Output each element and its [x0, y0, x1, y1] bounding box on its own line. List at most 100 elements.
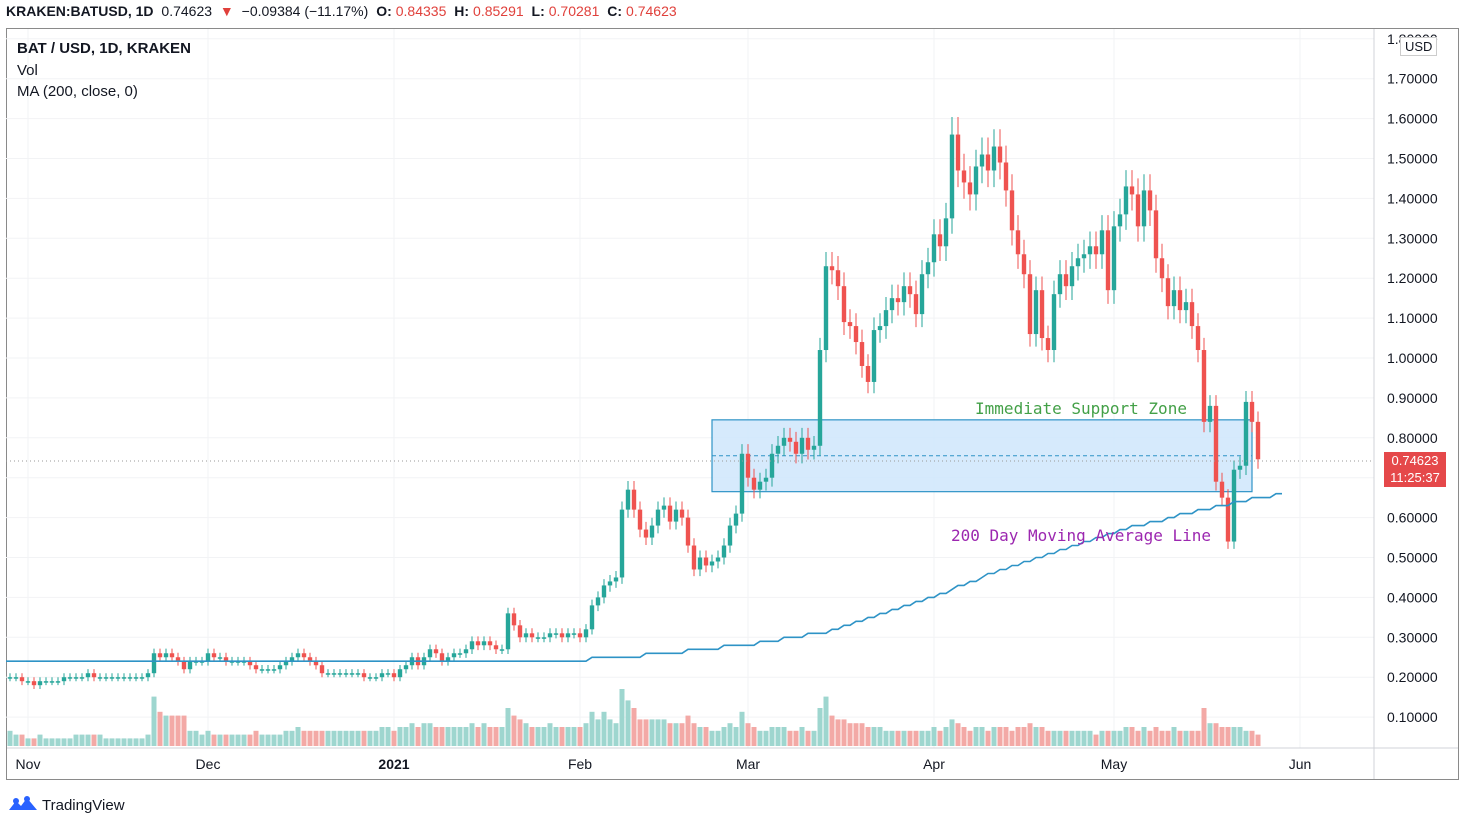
volume-bar: [1021, 727, 1027, 746]
candle-body: [1099, 230, 1105, 255]
volume-bar: [787, 730, 793, 746]
price-tick-label: 1.70000: [1387, 71, 1438, 87]
volume-bar: [415, 727, 421, 746]
volume-legend[interactable]: Vol: [17, 62, 38, 79]
candle-body: [913, 294, 919, 315]
volume-bar: [829, 715, 835, 746]
volume-bar: [187, 730, 193, 746]
volume-bar: [337, 730, 343, 746]
candle-body: [1075, 258, 1081, 267]
candle-body: [307, 657, 313, 662]
candle-body: [517, 625, 523, 638]
candle-body: [643, 529, 649, 538]
volume-bar: [265, 734, 271, 746]
candle-body: [1069, 266, 1075, 287]
volume-bar: [487, 727, 493, 746]
candle-body: [967, 182, 973, 195]
candle-body: [529, 633, 535, 638]
volume-bar: [595, 719, 601, 746]
candle-body: [463, 649, 469, 654]
volume-bar: [37, 734, 43, 746]
volume-bar: [283, 730, 289, 746]
candle-body: [571, 633, 577, 635]
volume-bar: [235, 734, 241, 746]
volume-bar: [1135, 730, 1141, 746]
time-tick-label: Mar: [736, 756, 760, 772]
volume-bar: [1171, 727, 1177, 746]
volume-bar: [1099, 730, 1105, 746]
volume-bar: [61, 738, 67, 746]
candle-body: [943, 218, 949, 247]
volume-bar: [985, 730, 991, 746]
candle-body: [397, 669, 403, 678]
candle-body: [337, 673, 343, 675]
volume-bar: [703, 727, 709, 746]
candle-body: [505, 613, 511, 650]
candle-body: [1255, 421, 1261, 460]
candle-body: [703, 557, 709, 566]
volume-bar: [1141, 727, 1147, 746]
volume-bar: [949, 719, 955, 746]
candle-body: [37, 681, 43, 686]
candle-body: [619, 509, 625, 578]
volume-bar: [1093, 734, 1099, 746]
volume-bar: [1063, 730, 1069, 746]
candle-body: [1219, 481, 1225, 498]
volume-bar: [73, 734, 79, 746]
volume-bar: [883, 730, 889, 746]
volume-bar: [919, 730, 925, 746]
volume-bar: [1111, 730, 1117, 746]
volume-bar: [901, 730, 907, 746]
volume-bar: [1183, 730, 1189, 746]
candle-body: [793, 441, 799, 454]
price-tick-label: 0.50000: [1387, 550, 1438, 566]
candle-body: [7, 677, 13, 679]
candle-body: [1153, 210, 1159, 259]
candle-body: [25, 681, 31, 683]
volume-bar: [433, 727, 439, 746]
volume-bar: [637, 719, 643, 746]
candle-body: [157, 653, 163, 658]
volume-bar: [913, 730, 919, 746]
volume-bar: [13, 734, 19, 746]
time-tick-label: 2021: [378, 756, 409, 772]
candle-body: [187, 661, 193, 670]
candle-body: [997, 146, 1003, 163]
candle-body: [523, 633, 529, 638]
candle-body: [91, 673, 97, 678]
ma-legend[interactable]: MA (200, close, 0): [17, 83, 138, 100]
volume-bar: [889, 730, 895, 746]
volume-bar: [361, 730, 367, 746]
brand-label: TradingView: [42, 796, 125, 814]
volume-bar: [847, 723, 853, 746]
tradingview-logo[interactable]: TradingView: [8, 794, 125, 816]
candle-body: [871, 330, 877, 382]
volume-bar: [355, 730, 361, 746]
price-axis: 1.800001.700001.600001.500001.400001.300…: [1373, 29, 1438, 779]
currency-badge[interactable]: USD: [1400, 37, 1438, 56]
candle-body: [589, 605, 595, 630]
price-tick-label: 1.50000: [1387, 151, 1438, 167]
volume-bar: [157, 711, 163, 746]
candle-body: [739, 453, 745, 514]
candle-body: [1135, 194, 1141, 227]
volume-bar: [1225, 727, 1231, 746]
volume-bar: [241, 734, 247, 746]
volume-bar: [667, 723, 673, 746]
volume-bar: [955, 723, 961, 746]
volume-bar: [871, 727, 877, 746]
volume-bar: [1069, 730, 1075, 746]
high-value: 0.85291: [473, 3, 524, 19]
volume-bar: [127, 738, 133, 746]
volume-bar: [295, 727, 301, 746]
volume-bar: [403, 727, 409, 746]
candle-body: [973, 166, 979, 195]
volume-bar: [1123, 727, 1129, 746]
candle-body: [1201, 350, 1207, 422]
volume-bar: [307, 730, 313, 746]
chart-frame[interactable]: [6, 28, 1459, 780]
candle-body: [1237, 465, 1243, 470]
volume-bar: [439, 727, 445, 746]
candle-body: [1195, 326, 1201, 351]
